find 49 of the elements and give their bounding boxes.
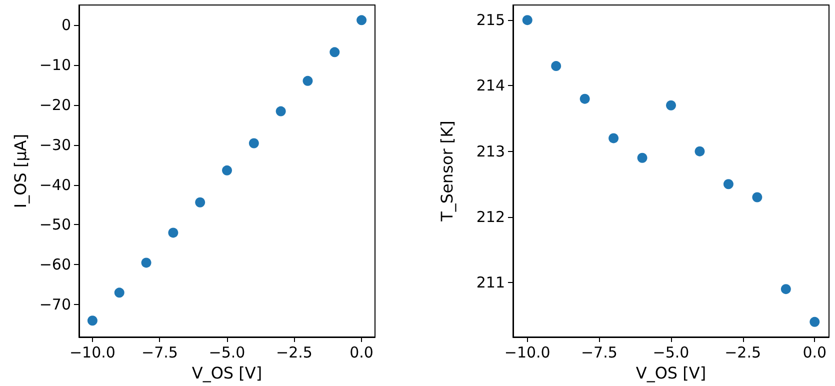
point xyxy=(694,146,705,156)
point xyxy=(222,165,232,176)
point xyxy=(522,15,532,26)
y-tick-label: −10 xyxy=(39,56,71,74)
point xyxy=(114,288,124,298)
x-tick-label: −10.0 xyxy=(69,344,116,362)
point xyxy=(356,15,367,26)
y-axis-title: T_Sensor [K] xyxy=(438,120,456,222)
y-tick-label: 0 xyxy=(61,16,71,34)
point xyxy=(551,61,562,72)
x-axis-title: V_OS [V] xyxy=(192,364,262,382)
y-tick-label: −50 xyxy=(39,216,71,234)
y-axis-title: I_OS [µA] xyxy=(10,134,30,208)
point xyxy=(752,192,762,202)
y-tick-label: 215 xyxy=(476,11,505,30)
y-tick-label: −40 xyxy=(39,176,71,194)
x-tick-label: −7.5 xyxy=(580,344,618,362)
x-tick-label: −10.0 xyxy=(504,344,550,362)
x-tick-label: −5.0 xyxy=(208,344,246,362)
point xyxy=(780,284,791,294)
point xyxy=(580,94,590,104)
y-tick-label: 214 xyxy=(476,76,505,95)
point xyxy=(608,133,619,144)
x-tick-label: −2.5 xyxy=(276,344,312,362)
point xyxy=(330,47,340,58)
x-axis-title: V_OS [V] xyxy=(636,364,706,382)
y-tick-label: −30 xyxy=(39,136,71,154)
x-tick-label: −7.5 xyxy=(142,344,178,362)
y-tick-label: −70 xyxy=(39,296,71,314)
x-tick-label: 0.0 xyxy=(802,344,827,362)
point xyxy=(637,152,648,163)
point xyxy=(195,197,206,208)
x-tick-label: −5.0 xyxy=(652,344,690,362)
point xyxy=(302,76,313,86)
y-tick-label: 211 xyxy=(476,274,505,292)
point xyxy=(168,228,178,238)
point xyxy=(141,258,152,268)
point xyxy=(276,106,286,116)
x-tick-label: −2.5 xyxy=(724,344,762,362)
point xyxy=(248,138,259,148)
y-tick-label: 212 xyxy=(476,208,505,226)
point xyxy=(87,316,98,326)
point xyxy=(723,179,734,190)
y-tick-label: 213 xyxy=(476,142,505,160)
y-tick-label: −60 xyxy=(39,256,71,274)
point xyxy=(810,316,820,327)
point xyxy=(666,100,676,110)
y-tick-label: −20 xyxy=(39,96,71,114)
x-tick-label: 0.0 xyxy=(350,344,374,362)
